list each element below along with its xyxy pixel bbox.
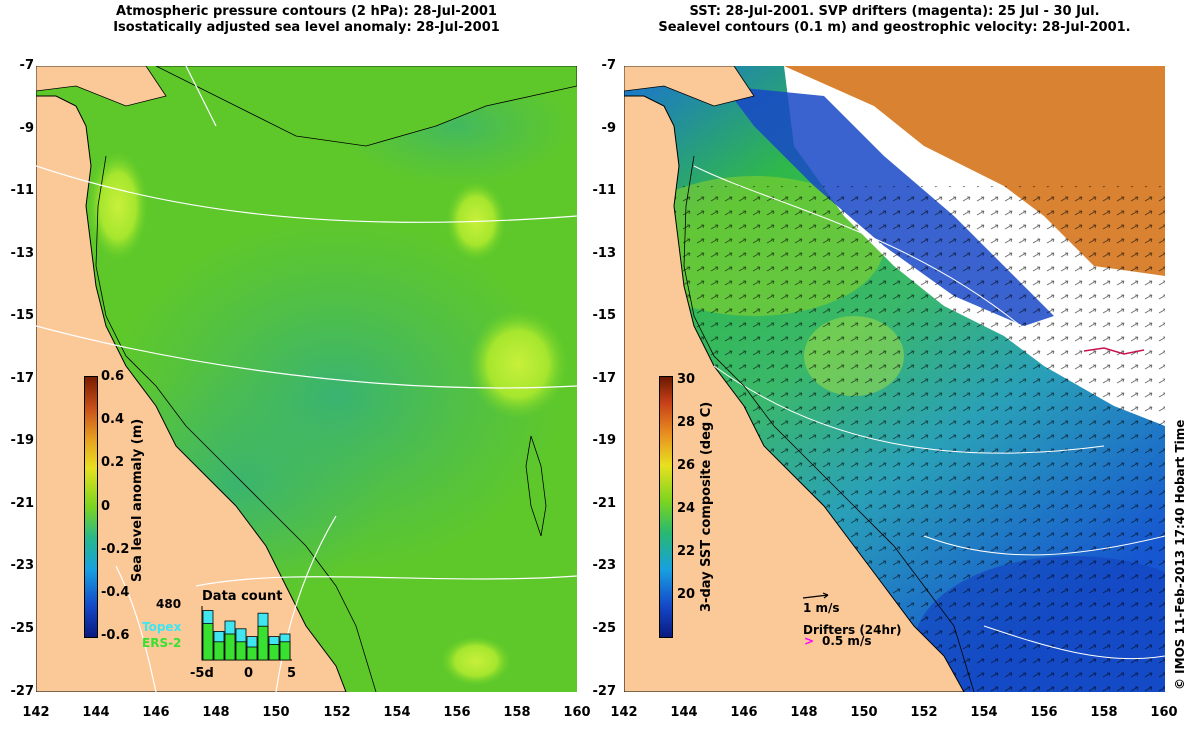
left-xtick: 160 — [563, 705, 591, 720]
right-xtick: 142 — [610, 705, 638, 720]
imos-credit: © IMOS 11-Feb-2013 17:40 Hobart Time — [1173, 419, 1187, 690]
right-ytick: -7 — [601, 58, 616, 73]
sst-colorbar-tick: 22 — [677, 544, 696, 559]
left-xtick: 156 — [443, 705, 471, 720]
left-title-line2: Isostatically adjusted sea level anomaly… — [113, 20, 500, 35]
inset-title: Data count — [202, 589, 283, 604]
left-ytick: -13 — [10, 246, 35, 261]
histogram-bar-ers2 — [246, 646, 258, 661]
right-xtick: 158 — [1090, 705, 1118, 720]
sst-map — [624, 66, 1165, 692]
drifter-scale-arrow: > — [804, 634, 815, 648]
left-ytick: -27 — [10, 684, 35, 699]
right-ytick: -11 — [592, 183, 617, 198]
right-xtick: 146 — [730, 705, 758, 720]
left-ytick: -7 — [19, 58, 34, 73]
left-ytick: -25 — [10, 621, 35, 636]
histogram-bar-ers2 — [224, 633, 236, 661]
sea-level-colorbar-tick: -0.2 — [101, 542, 130, 557]
histogram-bar-ers2 — [257, 625, 269, 661]
sst-colorbar-tick: 28 — [677, 415, 696, 430]
right-xtick: 156 — [1030, 705, 1058, 720]
sst-colorbar — [659, 376, 673, 638]
right-xtick: 160 — [1150, 705, 1178, 720]
sea-level-colorbar-tick: 0.4 — [101, 412, 125, 427]
left-ytick: -17 — [10, 371, 35, 386]
left-xtick: 154 — [383, 705, 411, 720]
sea-level-anomaly-map — [36, 66, 577, 692]
inset-xtick: -5d — [190, 666, 214, 681]
sst-colorbar-tick: 20 — [677, 587, 696, 602]
inset-xtick: 5 — [287, 666, 297, 681]
left-xtick: 144 — [82, 705, 110, 720]
sst-colorbar-title: 3-day SST composite (deg C) — [699, 401, 714, 612]
left-xtick: 158 — [503, 705, 531, 720]
inset-max-label: 480 — [156, 597, 182, 611]
right-xtick: 152 — [910, 705, 938, 720]
right-ytick: -15 — [592, 308, 617, 323]
left-ytick: -9 — [19, 121, 34, 136]
histogram-bar-ers2 — [279, 641, 291, 661]
histogram-bar-ers2 — [213, 641, 225, 661]
right-title-line2: Sealevel contours (0.1 m) and geostrophi… — [658, 20, 1131, 35]
sea-level-colorbar-tick: -0.4 — [101, 585, 130, 600]
right-ytick: -25 — [592, 621, 617, 636]
sst-colorbar-tick: 26 — [677, 458, 696, 473]
inset-xtick: 0 — [244, 666, 254, 681]
sea-level-colorbar-tick: 0.2 — [101, 455, 125, 470]
right-ytick: -23 — [592, 558, 617, 573]
right-ytick: -13 — [592, 246, 617, 261]
right-xtick: 144 — [670, 705, 698, 720]
right-ytick: -21 — [592, 496, 617, 511]
velocity-scale-arrow — [802, 592, 829, 599]
right-ytick: -27 — [592, 684, 617, 699]
right-ytick: -19 — [592, 433, 617, 448]
right-xtick: 150 — [850, 705, 878, 720]
right-title-line1: SST: 28-Jul-2001. SVP drifters (magenta)… — [689, 4, 1100, 19]
left-title-line1: Atmospheric pressure contours (2 hPa): 2… — [116, 4, 497, 19]
sea-level-colorbar — [84, 376, 98, 638]
legend-topex: Topex — [142, 620, 182, 634]
left-xtick: 152 — [323, 705, 351, 720]
legend-ers2: ERS-2 — [142, 636, 182, 650]
left-xtick: 146 — [142, 705, 170, 720]
right-ytick: -17 — [592, 371, 617, 386]
left-ytick: -11 — [10, 183, 35, 198]
sst-colorbar-tick: 24 — [677, 501, 696, 516]
right-xtick: 154 — [970, 705, 998, 720]
right-xtick: 148 — [790, 705, 818, 720]
histogram-bar-ers2 — [235, 641, 247, 661]
sea-level-colorbar-title: Sea level anomaly (m) — [130, 418, 145, 582]
drifters-label: Drifters (24hr) — [803, 623, 902, 637]
sea-level-colorbar-tick: -0.6 — [101, 628, 130, 643]
drifter-scale-label: 0.5 m/s — [822, 634, 872, 648]
right-ytick: -9 — [601, 121, 616, 136]
histogram-bar-ers2 — [202, 623, 214, 661]
left-ytick: -19 — [10, 433, 35, 448]
left-ytick: -23 — [10, 558, 35, 573]
left-xtick: 148 — [202, 705, 230, 720]
velocity-scale-label: 1 m/s — [803, 601, 840, 615]
sea-level-colorbar-tick: 0.6 — [101, 369, 125, 384]
histogram-bar-ers2 — [268, 644, 280, 661]
left-ytick: -15 — [10, 308, 35, 323]
sst-colorbar-tick: 30 — [677, 372, 696, 387]
left-xtick: 150 — [262, 705, 290, 720]
left-ytick: -21 — [10, 496, 35, 511]
sea-level-colorbar-tick: 0 — [101, 499, 111, 514]
data-count-histogram — [201, 606, 292, 661]
left-xtick: 142 — [22, 705, 50, 720]
